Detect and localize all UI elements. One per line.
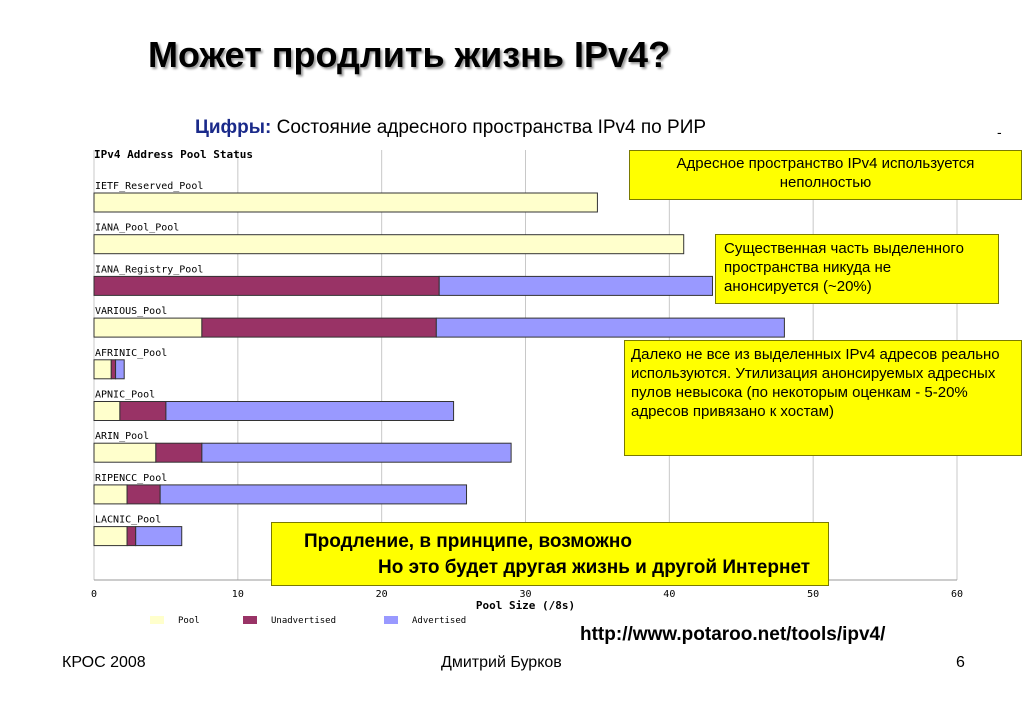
subtitle-text: Состояние адресного пространства IPv4 по… xyxy=(271,117,707,138)
dash-mark: - xyxy=(997,124,1002,140)
subtitle-label: Цифры: xyxy=(195,117,272,138)
bar-segment xyxy=(93,484,128,505)
category-label: AFRINIC_Pool xyxy=(95,348,167,359)
chart-bars xyxy=(93,192,785,547)
callout-unadvertised: Существенная часть выделенного пространс… xyxy=(715,234,999,304)
bar-segment xyxy=(119,401,167,421)
source-url[interactable]: http://www.potaroo.net/tools/ipv4/ xyxy=(580,624,886,645)
bar-segment xyxy=(201,317,437,338)
x-tick-label: 10 xyxy=(232,589,244,600)
bar-segment xyxy=(135,526,183,547)
chart-labels: IPv4 Address Pool Status 0 10 20 30 40 50 60 Poo… xyxy=(91,148,963,612)
category-label: VARIOUS_Pool xyxy=(95,306,167,317)
bar-segment xyxy=(155,442,203,463)
x-tick-label: 60 xyxy=(951,589,963,600)
bar-segment xyxy=(126,526,137,547)
bar-segment xyxy=(93,317,203,338)
bar-segment xyxy=(93,401,121,421)
bar-segment xyxy=(110,359,117,380)
category-label: IANA_Pool_Pool xyxy=(95,223,179,234)
chart-legend: Pool Unadvertised Advertised xyxy=(150,616,466,626)
bar-segment xyxy=(126,484,161,505)
bar-segment xyxy=(438,275,713,296)
x-axis-label: Pool Size (/8s) xyxy=(476,599,575,612)
legend-label: Unadvertised xyxy=(271,616,336,626)
bar-segment xyxy=(93,192,598,213)
chart-title: IPv4 Address Pool Status xyxy=(94,148,253,161)
legend-label: Pool xyxy=(178,616,200,626)
x-tick-label: 0 xyxy=(91,589,97,600)
bar-segment xyxy=(115,359,125,380)
callout-utilization: Далеко не все из выделенных IPv4 адресов… xyxy=(624,340,1022,456)
legend-label: Advertised xyxy=(412,616,466,626)
bar-segment xyxy=(201,442,512,463)
legend-swatch xyxy=(384,616,398,624)
category-label: RIPENCC_Pool xyxy=(95,473,167,484)
bar-segment xyxy=(159,484,468,505)
conclusion-line-1: Продление, в принципе, возможно xyxy=(304,531,632,552)
legend-swatch xyxy=(243,616,257,624)
footer-author: Дмитрий Бурков xyxy=(441,654,562,671)
category-label: APNIC_Pool xyxy=(95,390,155,401)
category-label: LACNIC_Pool xyxy=(95,515,161,526)
bar-segment xyxy=(165,401,455,421)
x-tick-label: 30 xyxy=(519,589,531,600)
x-tick-label: 40 xyxy=(663,589,675,600)
bar-segment xyxy=(93,526,128,547)
slide-subtitle: Цифры: Состояние адресного пространства … xyxy=(195,117,706,139)
x-tick-label: 20 xyxy=(376,589,388,600)
bar-segment xyxy=(93,275,440,296)
callout-conclusion: Продление, в принципе, возможно Но это б… xyxy=(271,522,829,586)
footer-conference: КРОС 2008 xyxy=(62,654,146,671)
bar-segment xyxy=(93,234,685,255)
conclusion-line-2: Но это будет другая жизнь и другой Интер… xyxy=(378,557,811,578)
legend-swatch xyxy=(150,616,164,624)
category-label: IETF_Reserved_Pool xyxy=(95,181,203,192)
x-tick-label: 50 xyxy=(807,589,819,600)
category-label: ARIN_Pool xyxy=(95,431,149,442)
bar-segment xyxy=(93,442,157,463)
bar-segment xyxy=(435,317,785,338)
bar-segment xyxy=(93,359,112,380)
slide-title: Может продлить жизнь IPv4? xyxy=(148,34,671,75)
callout-underused: Адресное пространство IPv4 используется … xyxy=(629,150,1022,200)
footer-page-number: 6 xyxy=(956,654,965,671)
category-label: IANA_Registry_Pool xyxy=(95,264,203,275)
